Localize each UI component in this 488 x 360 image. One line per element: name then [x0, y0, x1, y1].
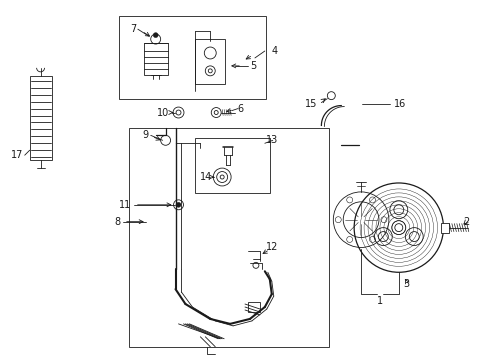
- Bar: [441, 223, 448, 233]
- Text: 3: 3: [403, 279, 409, 289]
- Bar: [143, 43, 167, 75]
- Text: 1: 1: [376, 296, 382, 306]
- Bar: [195, 39, 224, 84]
- Bar: [129, 129, 328, 347]
- Text: 13: 13: [265, 135, 277, 145]
- Text: 8: 8: [115, 217, 121, 227]
- Bar: [195, 138, 269, 193]
- Circle shape: [176, 202, 181, 207]
- Text: 6: 6: [237, 104, 243, 113]
- Text: 9: 9: [142, 130, 148, 140]
- Text: 14: 14: [200, 172, 212, 182]
- Text: 11: 11: [119, 200, 131, 210]
- Text: 5: 5: [249, 61, 256, 71]
- Text: 15: 15: [305, 99, 317, 109]
- Text: 7: 7: [129, 24, 136, 34]
- Text: 2: 2: [462, 217, 468, 227]
- Circle shape: [394, 224, 402, 231]
- Text: 12: 12: [265, 243, 277, 252]
- Circle shape: [153, 33, 158, 37]
- Text: 10: 10: [156, 108, 168, 117]
- Text: 4: 4: [271, 46, 277, 56]
- Bar: [30, 76, 51, 160]
- Bar: [119, 16, 265, 99]
- Bar: [247, 302, 259, 312]
- Text: 16: 16: [393, 99, 405, 109]
- Text: 17: 17: [11, 150, 24, 160]
